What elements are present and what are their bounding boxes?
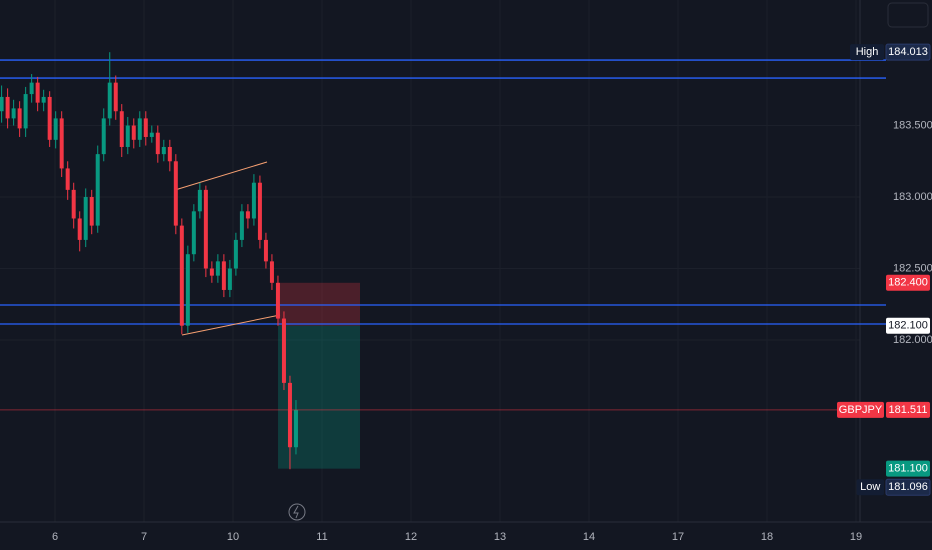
x-tick-label: 18	[761, 531, 773, 543]
x-tick-label: 17	[672, 531, 684, 543]
y-tick-label: 183.000	[893, 191, 932, 203]
replay-icon[interactable]	[288, 503, 306, 521]
settings-button[interactable]	[887, 2, 929, 28]
price-label-box	[886, 460, 930, 477]
y-tick-label: 182.000	[893, 334, 932, 346]
price-label-name-box	[837, 401, 884, 418]
price-label-name-box	[856, 479, 884, 496]
stop-zone	[278, 282, 361, 326]
candle-body	[83, 197, 88, 240]
candle-body	[53, 118, 58, 140]
candle-body	[245, 211, 250, 219]
candle-body	[179, 225, 184, 326]
candle-body	[281, 318, 286, 383]
price-label: 181.511	[889, 404, 928, 416]
candle-body	[209, 268, 214, 276]
candle-body	[47, 96, 52, 140]
candle-body	[251, 182, 256, 219]
price-label-name: High	[856, 46, 879, 58]
candle-body	[41, 96, 46, 103]
x-tick-label: 7	[141, 531, 147, 543]
candle-body	[59, 118, 64, 169]
candle-body	[257, 182, 262, 240]
candle-body	[239, 211, 244, 240]
price-label-name: GBPJPY	[839, 404, 883, 416]
x-tick-label: 10	[227, 531, 239, 543]
candle-body	[233, 239, 238, 269]
candle-body	[293, 409, 298, 448]
price-label-box	[886, 401, 930, 418]
price-label-name-box	[850, 44, 884, 61]
x-tick-label: 13	[494, 531, 506, 543]
candle-body	[191, 211, 196, 255]
candle-body	[215, 261, 220, 276]
candle-body	[0, 96, 4, 112]
price-label: 182.400	[888, 277, 928, 289]
candle-body	[119, 111, 124, 147]
candle-body	[155, 132, 160, 155]
candle-body	[11, 108, 16, 119]
x-tick-label: 14	[583, 531, 595, 543]
candle-body	[227, 268, 232, 290]
candle-body	[95, 154, 100, 226]
y-tick-label: 182.500	[893, 262, 932, 274]
candle-body	[23, 94, 28, 129]
price-label: 182.100	[888, 320, 928, 332]
candle-body	[101, 118, 106, 155]
price-label-box	[885, 43, 931, 61]
candle-body	[131, 125, 136, 140]
candle-body	[167, 146, 172, 162]
candle-body	[263, 239, 268, 262]
candle-body	[143, 118, 148, 137]
price-label: 181.100	[888, 463, 928, 475]
candle-body	[35, 82, 40, 103]
x-tick-label: 6	[52, 531, 58, 543]
price-label-name: Low	[860, 481, 880, 493]
candle-body	[287, 382, 292, 448]
y-tick-label: 183.500	[893, 119, 932, 131]
candle-body	[17, 108, 22, 129]
candle-body	[65, 168, 70, 190]
candle-body	[269, 261, 274, 283]
x-tick-label: 11	[316, 531, 327, 543]
price-label-box	[886, 274, 930, 291]
icon-circle	[288, 503, 306, 521]
x-tick-label: 12	[405, 531, 417, 543]
candle-body	[71, 189, 76, 219]
candle-body	[161, 146, 166, 155]
x-tick-label: 19	[850, 531, 862, 543]
icon-bolt	[293, 505, 299, 519]
trendline	[174, 161, 268, 191]
price-label: 184.013	[888, 46, 928, 58]
price-label-box	[886, 317, 930, 334]
price-label-box	[885, 478, 931, 496]
candle-body	[5, 96, 10, 119]
candle-body	[149, 132, 154, 137]
price-label: 181.096	[888, 481, 928, 493]
candle-body	[113, 82, 118, 112]
candle-body	[185, 254, 190, 326]
trendline	[181, 314, 281, 336]
candle-body	[275, 282, 280, 319]
candle-body	[203, 189, 208, 269]
candle-body	[197, 189, 202, 212]
candle-body	[77, 218, 82, 240]
candle-body	[89, 197, 94, 226]
candle-body	[137, 118, 142, 140]
candle-body	[125, 125, 130, 147]
candle-body	[29, 82, 34, 95]
candle-body	[173, 161, 178, 226]
candle-body	[221, 261, 226, 290]
candle-body	[107, 82, 112, 119]
